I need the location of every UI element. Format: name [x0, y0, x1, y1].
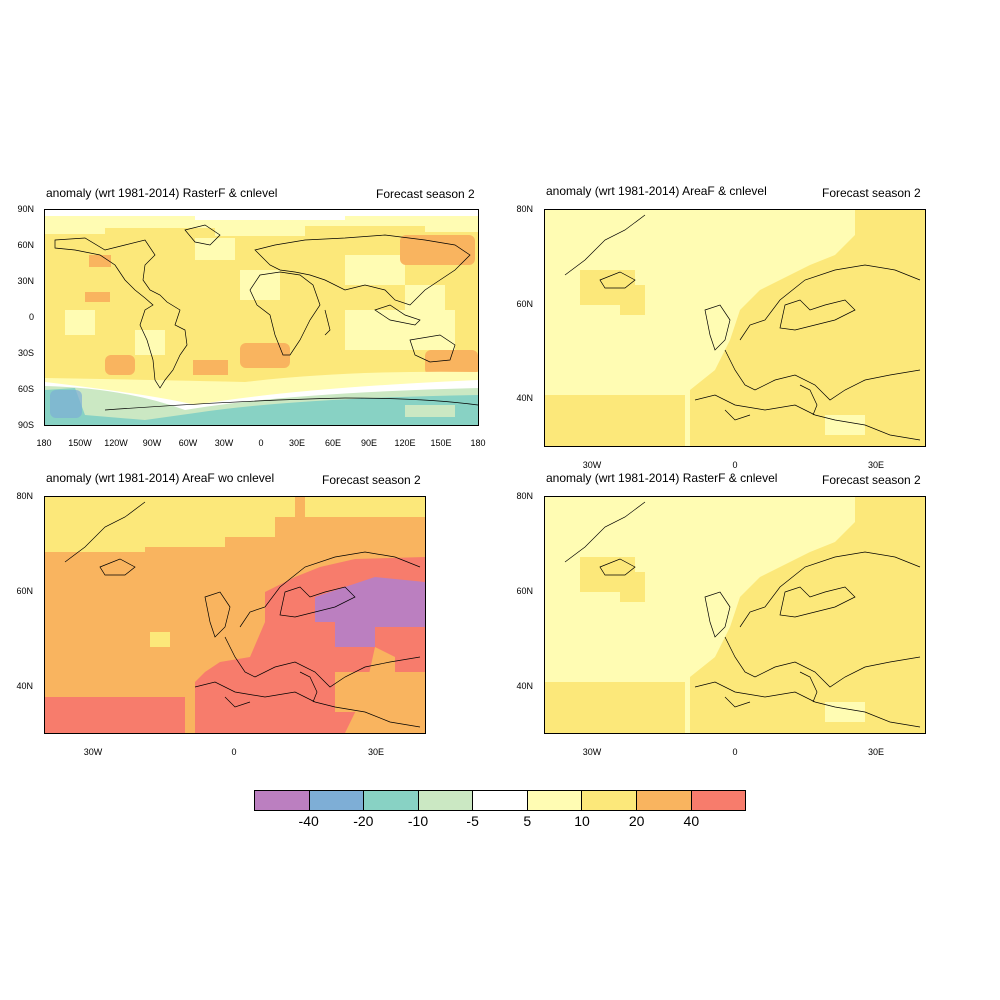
lon-label: 0 [732, 747, 738, 757]
lon-label: 0 [732, 460, 738, 470]
panel-subtitle: Forecast season 2 [322, 473, 421, 487]
panel-title: anomaly (wrt 1981-2014) AreaF wo cnlevel [46, 471, 275, 485]
lon-label: 90E [360, 438, 377, 448]
colorbar-box [582, 791, 637, 810]
colorbar-label: -20 [353, 813, 374, 829]
global-map-svg [45, 210, 478, 425]
panel-subtitle: Forecast season 2 [822, 473, 921, 487]
lat-label: 0 [28, 312, 34, 322]
lon-label: 30W [83, 747, 103, 757]
lon-label: 30E [367, 747, 384, 757]
lat-label: 40N [516, 393, 533, 403]
lon-label: 30E [867, 460, 884, 470]
lat-label: 40N [516, 681, 533, 691]
panel-title: anomaly (wrt 1981-2014) AreaF & cnlevel [546, 184, 767, 198]
lat-label: 90S [17, 420, 34, 430]
colorbar-box [473, 791, 528, 810]
colorbar-label: -10 [407, 813, 429, 829]
colorbar-box [636, 791, 692, 810]
lat-label: 80N [516, 491, 533, 501]
lat-label: 60N [516, 299, 533, 309]
lon-label: 90W [142, 438, 162, 448]
panel-title: anomaly (wrt 1981-2014) RasterF & cnleve… [546, 471, 778, 485]
lat-label: 40N [16, 681, 33, 691]
colorbar-label: -40 [298, 813, 319, 829]
lat-label: 90N [17, 204, 34, 214]
lon-label: 30E [867, 747, 884, 757]
colorbar-box [691, 791, 746, 810]
panel-subtitle: Forecast season 2 [822, 186, 921, 200]
lat-label: 60N [17, 240, 34, 250]
colorbar-box [255, 791, 310, 810]
colorbar-label: 20 [628, 813, 645, 829]
lon-label: 180 [36, 438, 52, 448]
panel-title: anomaly (wrt 1981-2014) RasterF & cnleve… [46, 186, 278, 200]
lon-label: 30W [214, 438, 234, 448]
lat-label: 60S [17, 384, 34, 394]
colorbar-label: -5 [466, 813, 479, 829]
lon-label: 30W [582, 460, 602, 470]
colorbar-box [364, 791, 419, 810]
colorbar-box [418, 791, 474, 810]
colorbar-label: 40 [683, 813, 700, 829]
colorbar-box [527, 791, 583, 810]
lon-label: 60W [178, 438, 198, 448]
lon-label: 0 [258, 438, 264, 448]
lon-label: 150E [430, 438, 452, 448]
colorbar-label: 10 [574, 813, 590, 829]
lat-label: 80N [516, 204, 533, 214]
europe-map-3 [544, 496, 926, 734]
lat-label: 30N [17, 276, 34, 286]
lat-label: 60N [16, 586, 33, 596]
panel-subtitle: Forecast season 2 [376, 187, 475, 201]
lat-label: 30S [17, 348, 34, 358]
lon-label: 30E [288, 438, 305, 448]
lon-label: 120W [104, 438, 128, 448]
europe-map-2 [44, 496, 426, 734]
lon-label: 180 [470, 438, 486, 448]
global-map [44, 209, 479, 426]
colorbar-box [309, 791, 365, 810]
lat-label: 80N [16, 491, 33, 501]
lat-label: 60N [516, 586, 533, 596]
lon-label: 30W [582, 747, 602, 757]
lon-label: 0 [231, 747, 237, 757]
lon-label: 120E [394, 438, 416, 448]
europe-map-1 [544, 209, 926, 447]
lon-label: 60E [324, 438, 341, 448]
colorbar-label: 5 [523, 813, 532, 829]
lon-label: 150W [68, 438, 92, 448]
colorbar [254, 790, 746, 811]
